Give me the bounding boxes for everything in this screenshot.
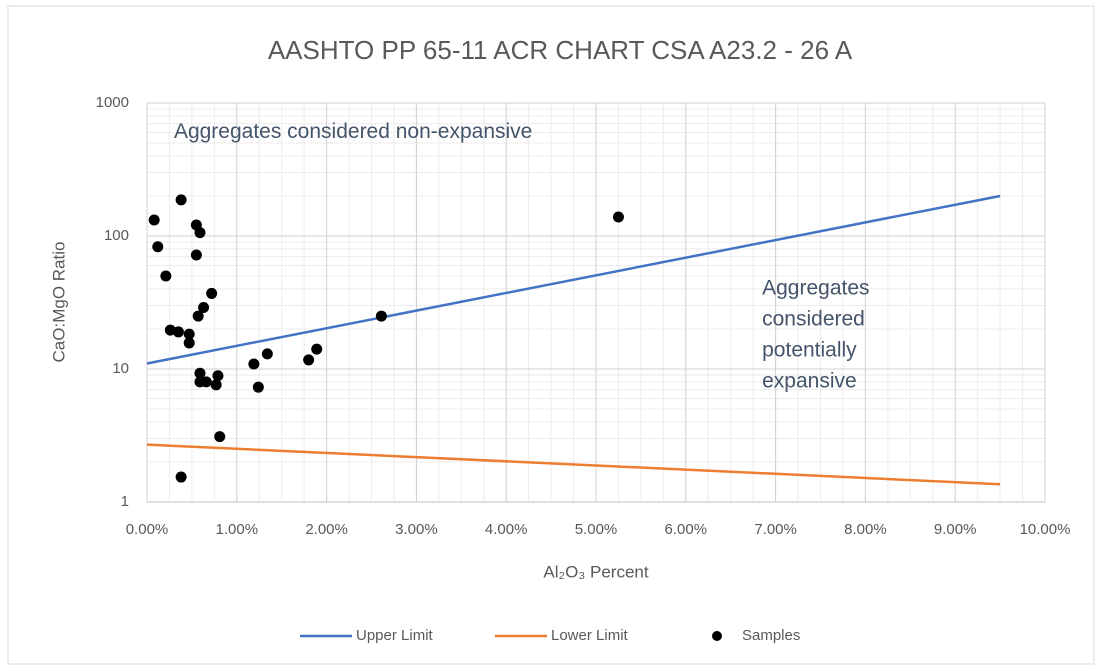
line <box>146 194 1001 365</box>
y-axis-label: CaO:MgO Ratio <box>49 242 68 363</box>
point <box>183 337 195 349</box>
x-tick-label: 5.00% <box>575 521 618 538</box>
chart-title: AASHTO PP 65-11 ACR CHART CSA A23.2 - 26… <box>268 35 853 65</box>
y-tick-label: 1000 <box>96 94 129 111</box>
x-tick-label: 3.00% <box>395 521 438 538</box>
annotation: expansive <box>762 369 857 392</box>
point <box>261 348 273 360</box>
point <box>194 367 206 379</box>
legend-label: Upper Limit <box>356 627 434 644</box>
y-tick-label: 100 <box>104 227 129 244</box>
x-tick-label: 9.00% <box>934 521 977 538</box>
point <box>192 310 204 322</box>
y-tick-label: 1 <box>121 493 129 510</box>
annotation: potentially <box>762 338 857 361</box>
point <box>612 211 624 223</box>
point <box>214 431 226 443</box>
legend-label: Lower Limit <box>551 627 629 644</box>
point <box>175 194 187 206</box>
point <box>194 227 206 239</box>
legend-swatch <box>712 631 722 641</box>
point <box>375 310 387 322</box>
point <box>183 328 195 340</box>
point <box>212 370 224 382</box>
point <box>172 326 184 338</box>
point <box>160 270 172 282</box>
x-tick-label: 6.00% <box>665 521 708 538</box>
annotation: Aggregates considered non-expansive <box>174 120 532 143</box>
y-tick-label: 10 <box>112 360 129 377</box>
x-tick-label: 0.00% <box>126 521 169 538</box>
point <box>303 354 315 366</box>
annotation: considered <box>762 307 865 330</box>
point <box>152 241 164 253</box>
point <box>148 214 160 226</box>
legend-item: Lower Limit <box>495 627 629 644</box>
point <box>206 287 218 299</box>
point <box>311 343 323 355</box>
x-tick-label: 2.00% <box>305 521 348 538</box>
legend-item: Samples <box>712 627 800 644</box>
x-axis-label: Al₂O₃ Percent <box>543 562 648 581</box>
point <box>248 358 260 370</box>
line <box>146 443 1001 486</box>
legend-item: Upper Limit <box>300 627 434 644</box>
x-tick-label: 8.00% <box>844 521 887 538</box>
point <box>200 376 212 388</box>
point <box>190 249 202 261</box>
point <box>198 302 210 314</box>
point <box>252 381 264 393</box>
annotation: Aggregates <box>762 276 869 299</box>
point <box>175 471 187 483</box>
x-tick-label: 1.00% <box>216 521 259 538</box>
x-tick-label: 4.00% <box>485 521 528 538</box>
x-tick-label: 7.00% <box>754 521 797 538</box>
legend-label: Samples <box>742 627 800 644</box>
x-tick-label: 10.00% <box>1020 521 1071 538</box>
point <box>210 379 222 391</box>
